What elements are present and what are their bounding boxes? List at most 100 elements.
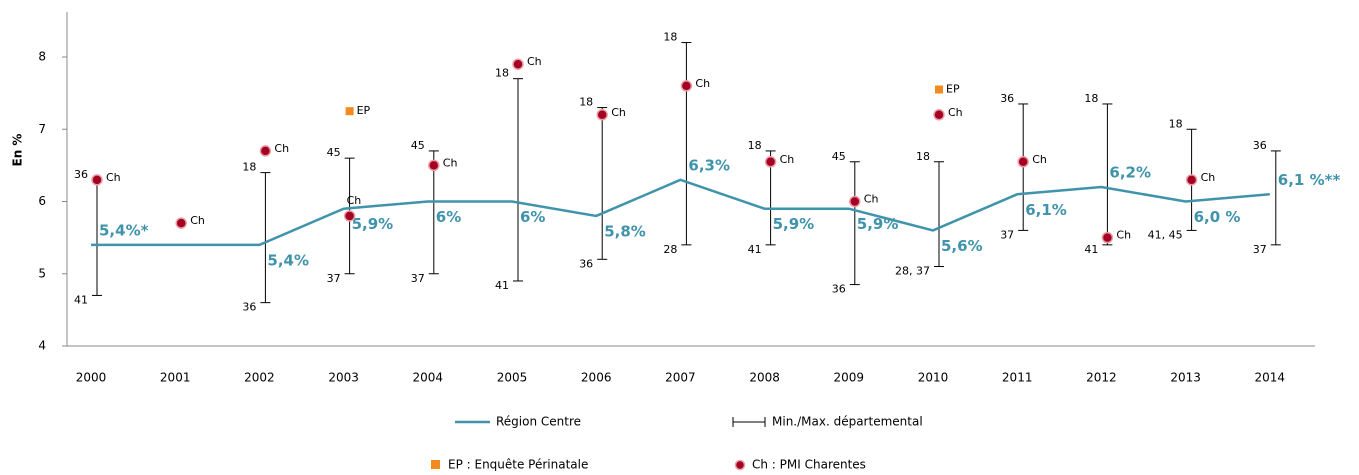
- ch-point: [428, 159, 440, 172]
- x-tick-label: 2001: [160, 371, 191, 385]
- x-tick-label: 2002: [244, 371, 275, 385]
- x-tick-label: 2009: [834, 371, 865, 385]
- max-label: 18: [1169, 117, 1183, 130]
- ch-label: Ch: [274, 142, 289, 155]
- min-label: 41: [1084, 243, 1098, 256]
- value-label: 6%: [436, 208, 461, 226]
- ch-point: [1185, 174, 1198, 186]
- min-label: 41: [748, 243, 762, 256]
- max-label: 18: [916, 150, 930, 163]
- ch-label: Ch: [106, 171, 121, 184]
- ch-label: Ch: [443, 156, 458, 169]
- min-label: 37: [327, 272, 341, 285]
- min-label: 36: [242, 301, 256, 314]
- max-label: 18: [495, 67, 509, 80]
- ch-point: [91, 174, 103, 186]
- legend-ch: [734, 459, 746, 471]
- x-tick-label: 2007: [665, 371, 696, 385]
- series-line: [91, 178, 1270, 247]
- max-label: 18: [1084, 92, 1098, 105]
- ch-point: [933, 109, 945, 121]
- y-axis-label: En %: [11, 134, 25, 167]
- ch-point: [596, 109, 608, 121]
- min-label: 36: [832, 283, 846, 296]
- y-tick-label: 6: [38, 194, 46, 208]
- ch-label: Ch: [1116, 229, 1131, 242]
- min-label: 37: [411, 272, 425, 285]
- max-label: 18: [579, 96, 593, 109]
- ch-label: Ch: [695, 77, 710, 90]
- min-label: 37: [1000, 228, 1014, 241]
- y-tick-label: 4: [38, 339, 46, 353]
- y-tick-label: 7: [38, 122, 46, 136]
- value-label: 5,4%: [267, 251, 309, 269]
- ep-label: EP: [357, 104, 371, 117]
- x-tick-label: 2005: [497, 371, 528, 385]
- ch-point: [680, 80, 693, 92]
- max-label: 18: [242, 161, 256, 174]
- ch-point: [1017, 156, 1029, 168]
- ep-point: [935, 85, 943, 94]
- value-label: 5,4%*: [99, 221, 149, 239]
- ch-point: [1101, 231, 1114, 244]
- ch-label: Ch: [948, 106, 963, 119]
- x-tick-label: 2006: [581, 371, 612, 385]
- min-label: 28, 37: [895, 265, 930, 278]
- max-label: 18: [663, 31, 677, 44]
- legend-label: Région Centre: [496, 415, 581, 429]
- y-tick-label: 8: [38, 50, 46, 64]
- value-label: 5,9%: [857, 215, 899, 233]
- value-label: 6,0 %: [1194, 208, 1241, 226]
- ch-label: Ch: [780, 153, 795, 166]
- min-label: 41: [74, 293, 88, 306]
- value-label: 6,2%: [1109, 164, 1151, 182]
- value-label: 6,1 %**: [1278, 171, 1341, 189]
- legend-label: EP : Enquête Périnatale: [448, 458, 588, 472]
- y-tick-label: 5: [38, 266, 46, 280]
- max-label: 45: [411, 139, 425, 152]
- ch-point: [343, 210, 356, 222]
- x-tick-label: 2014: [1255, 371, 1286, 385]
- min-label: 41: [495, 279, 509, 292]
- min-label: 41, 45: [1148, 228, 1183, 241]
- max-label: 45: [327, 146, 341, 159]
- ch-point: [259, 145, 272, 157]
- ch-label: Ch: [1201, 171, 1216, 184]
- ch-point: [849, 195, 861, 208]
- ch-point: [512, 58, 524, 70]
- min-label: 36: [579, 257, 593, 270]
- ch-label: Ch: [611, 106, 626, 119]
- ep-label: EP: [946, 83, 960, 96]
- x-tick-label: 2010: [918, 371, 949, 385]
- x-tick-label: 2012: [1086, 371, 1117, 385]
- value-label: 5,9%: [773, 215, 815, 233]
- min-label: 37: [1253, 243, 1267, 256]
- max-label: 45: [832, 150, 846, 163]
- ep-point: [345, 107, 354, 116]
- legend-ep: [431, 460, 440, 469]
- ch-label: Ch: [190, 214, 205, 227]
- ch-label: Ch: [527, 55, 542, 68]
- x-tick-label: 2008: [749, 371, 780, 385]
- ch-point: [175, 217, 187, 229]
- legend-label: Ch : PMI Charentes: [752, 458, 866, 472]
- value-label: 5,8%: [604, 222, 646, 240]
- max-label: 36: [74, 168, 88, 181]
- x-tick-label: 2011: [1002, 371, 1033, 385]
- value-label: 6,3%: [688, 156, 730, 174]
- min-label: 28: [663, 243, 677, 256]
- value-label: 5,6%: [941, 237, 983, 255]
- ch-point: [764, 156, 777, 168]
- value-label: 6,1%: [1025, 201, 1067, 219]
- legend-label: Min./Max. départemental: [772, 415, 923, 429]
- x-tick-label: 2013: [1170, 371, 1201, 385]
- x-tick-label: 2000: [76, 371, 107, 385]
- ch-label: Ch: [347, 194, 362, 207]
- x-tick-label: 2004: [413, 371, 444, 385]
- ch-label: Ch: [1032, 153, 1047, 166]
- value-label: 5,9%: [352, 215, 394, 233]
- max-label: 36: [1253, 139, 1267, 152]
- value-label: 6%: [520, 208, 545, 226]
- x-tick-label: 2003: [328, 371, 359, 385]
